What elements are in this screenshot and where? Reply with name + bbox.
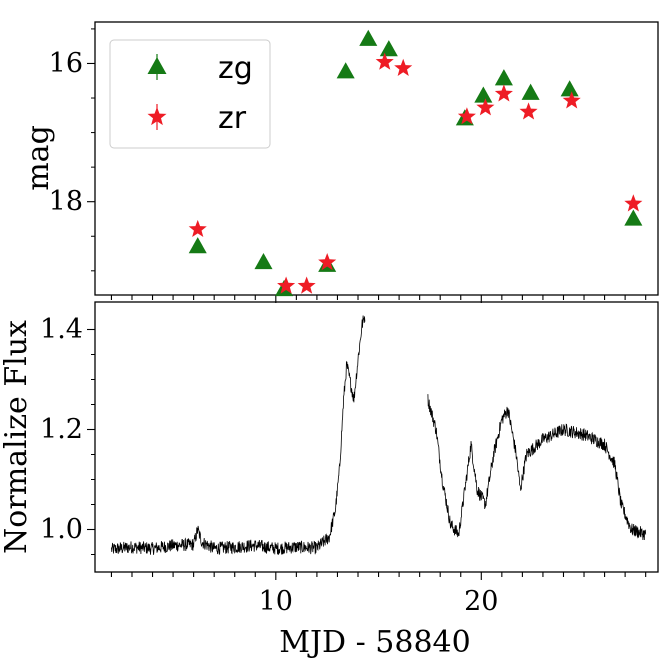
zr-point <box>519 102 538 120</box>
bottom-panel-frame <box>94 301 659 573</box>
zr-point <box>375 52 394 70</box>
zr-point <box>297 276 316 294</box>
flux-line-segment-1 <box>111 315 366 555</box>
y-tick-label: 16 <box>49 48 83 79</box>
bottom-panel: 1.0 1.2 1.4 10 20 Normalize Flux MJD - 5884… <box>0 301 659 660</box>
zr-point <box>188 219 207 238</box>
zg-point <box>336 62 355 79</box>
legend-box <box>109 39 271 149</box>
top-x-ticks <box>110 295 647 303</box>
zr-point <box>318 253 337 271</box>
zg-point <box>379 40 398 57</box>
zg-point <box>560 80 579 97</box>
legend-items <box>147 54 167 130</box>
top-panel-frame <box>94 21 659 296</box>
y-tick-label: 1.4 <box>40 314 83 345</box>
zr-point <box>457 107 476 125</box>
zr-point <box>277 276 296 294</box>
y-tick-label: 18 <box>49 186 83 217</box>
zg-point <box>624 209 643 226</box>
bottom-x-ticks: 10 20 <box>110 572 647 617</box>
x-axis-label: MJD - 58840 <box>279 625 470 660</box>
zr-point <box>562 91 581 109</box>
zr-point <box>476 98 495 116</box>
zg-point <box>494 69 513 86</box>
bottom-y-axis-label: Normalize Flux <box>0 320 34 554</box>
y-tick-label: 1.0 <box>40 514 83 545</box>
zg-point <box>521 83 540 100</box>
legend-label-zr: zr <box>218 101 247 136</box>
legend: zg zr <box>109 39 271 149</box>
bottom-line-series <box>111 315 647 555</box>
zg-point <box>254 253 273 270</box>
flux-line-segment-2 <box>427 394 647 541</box>
x-tick-label: 10 <box>259 586 293 617</box>
x-tick-label: 20 <box>464 586 498 617</box>
zg-point <box>188 237 207 254</box>
top-markers <box>188 29 643 297</box>
y-tick-label: 1.2 <box>40 414 83 445</box>
zg-point <box>474 86 493 103</box>
legend-zr-marker <box>147 107 167 126</box>
zg-point <box>359 29 378 46</box>
legend-label-zg: zg <box>218 51 253 86</box>
zr-point <box>394 58 413 76</box>
legend-zg-marker <box>147 57 167 74</box>
zr-point <box>624 194 643 212</box>
top-y-axis-label: mag <box>21 125 56 191</box>
zr-point <box>494 84 513 102</box>
bottom-y-ticks: 1.0 1.2 1.4 <box>40 314 95 555</box>
